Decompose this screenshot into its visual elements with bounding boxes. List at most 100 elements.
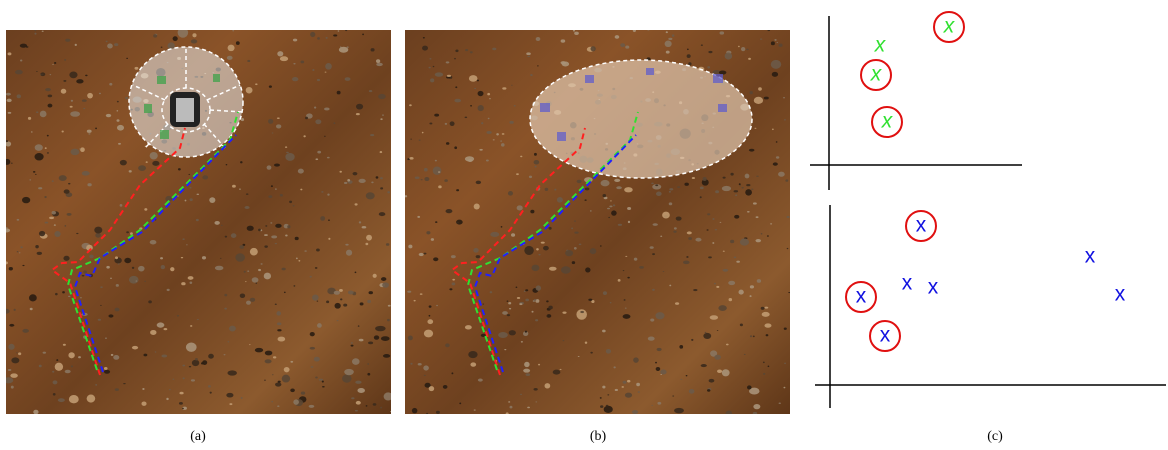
rock: [325, 72, 327, 73]
rock: [155, 351, 157, 352]
rock: [118, 143, 121, 145]
rock: [82, 99, 87, 102]
rock: [624, 187, 633, 192]
rock: [478, 91, 484, 96]
rock: [650, 318, 654, 321]
rock: [246, 193, 249, 195]
rock: [530, 210, 534, 214]
rock: [316, 248, 320, 251]
rock: [224, 294, 227, 297]
rock: [317, 37, 320, 40]
rock: [62, 131, 64, 133]
rock: [126, 231, 129, 233]
rock: [508, 191, 513, 196]
rock: [347, 46, 349, 48]
rock: [277, 405, 279, 407]
rock: [185, 200, 187, 202]
rock: [707, 66, 710, 68]
rock: [265, 225, 267, 226]
rock: [687, 54, 691, 58]
rock: [52, 64, 54, 65]
rock: [315, 267, 318, 268]
rock: [764, 97, 769, 100]
rock: [606, 405, 609, 407]
rock: [749, 149, 755, 152]
rock: [232, 30, 234, 31]
rock: [562, 311, 566, 313]
rock: [48, 104, 53, 108]
rock: [4, 159, 10, 165]
rock: [776, 42, 778, 43]
rock: [508, 401, 510, 402]
rock: [34, 30, 36, 31]
rock: [344, 182, 347, 184]
rock: [657, 402, 661, 405]
rock: [67, 213, 72, 216]
rock: [657, 348, 662, 351]
rock: [532, 311, 534, 313]
rock: [355, 203, 358, 205]
point-mark: x: [943, 15, 956, 38]
rock: [256, 283, 258, 284]
rock: [246, 301, 251, 305]
rock: [220, 258, 222, 259]
rock: [208, 354, 214, 359]
rock: [557, 197, 563, 203]
rock: [656, 367, 661, 371]
rock: [655, 362, 657, 364]
rock: [273, 356, 276, 358]
rock: [117, 125, 124, 131]
rock: [239, 188, 241, 189]
rock: [701, 364, 707, 367]
rock: [14, 309, 16, 311]
rock: [54, 231, 60, 237]
rock: [578, 356, 580, 357]
rock: [34, 33, 36, 35]
rock: [68, 352, 74, 358]
rock: [290, 361, 293, 363]
rock: [148, 300, 152, 303]
rock: [179, 392, 183, 395]
rock: [18, 352, 21, 355]
rock: [725, 52, 733, 59]
rock: [31, 131, 33, 132]
rock: [264, 245, 267, 247]
rock: [179, 402, 183, 405]
rock: [650, 246, 654, 249]
rock: [410, 363, 412, 365]
rock: [445, 343, 450, 347]
rock: [144, 281, 146, 282]
rock: [387, 319, 390, 321]
rock: [136, 280, 138, 281]
rock: [414, 300, 416, 302]
rock: [624, 299, 626, 301]
rock: [387, 191, 390, 193]
rock: [232, 185, 236, 188]
rock: [52, 211, 56, 214]
rock: [116, 284, 119, 287]
rock: [753, 336, 755, 338]
rock: [298, 169, 304, 174]
rock: [335, 303, 341, 309]
rock: [312, 69, 314, 71]
rock: [545, 383, 551, 388]
rock: [280, 56, 288, 61]
rock: [315, 158, 318, 160]
rock: [501, 143, 505, 147]
rock: [603, 291, 607, 295]
rock: [511, 233, 515, 237]
rock: [786, 216, 789, 218]
rock: [55, 363, 63, 371]
rock: [740, 238, 749, 245]
rock: [229, 326, 236, 332]
rock: [82, 171, 90, 176]
rock: [746, 49, 748, 51]
rock: [415, 177, 420, 179]
rock: [261, 263, 263, 264]
rock: [548, 306, 552, 310]
rock: [365, 243, 368, 245]
rock: [489, 98, 491, 99]
rock: [107, 43, 113, 48]
rock: [507, 300, 509, 301]
rock: [126, 58, 128, 59]
